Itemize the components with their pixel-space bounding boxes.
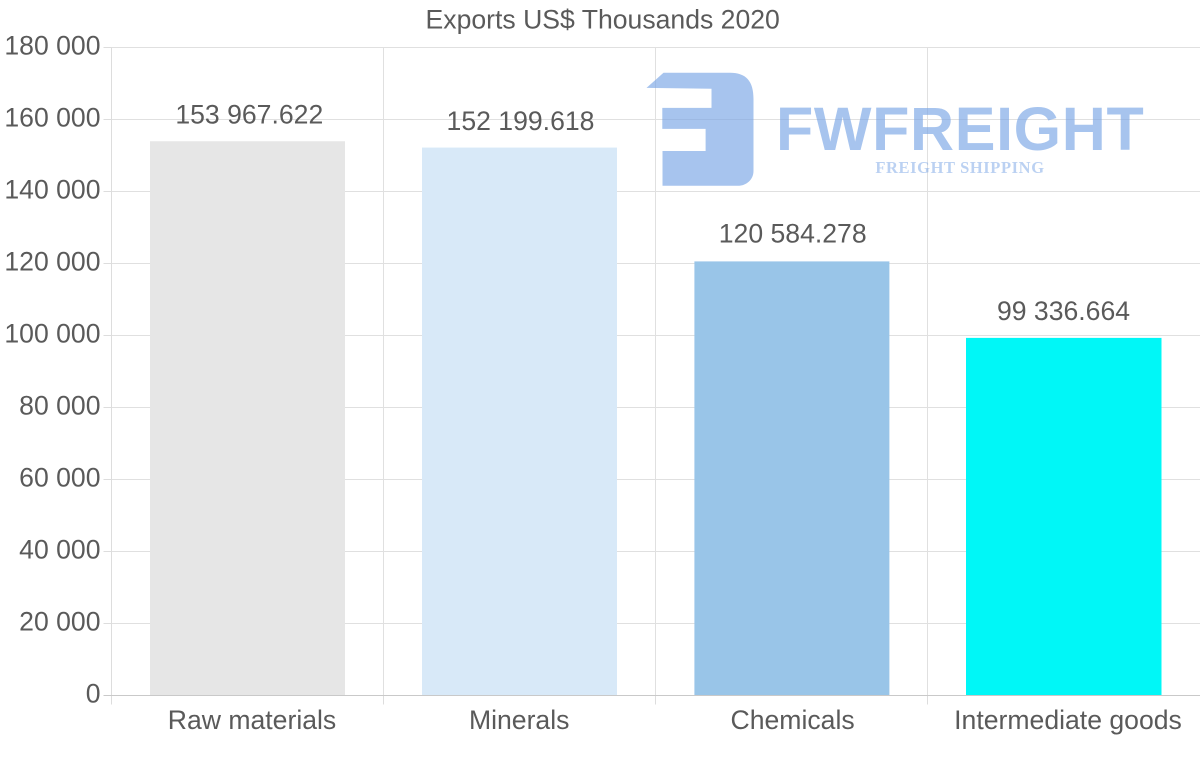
svg-text:FREIGHT SHIPPING: FREIGHT SHIPPING bbox=[875, 158, 1044, 177]
svg-text:100 000: 100 000 bbox=[4, 318, 100, 348]
svg-text:120 000: 120 000 bbox=[4, 246, 100, 276]
svg-text:Raw materials: Raw materials bbox=[168, 705, 336, 735]
svg-text:Chemicals: Chemicals bbox=[731, 705, 855, 735]
svg-text:140 000: 140 000 bbox=[4, 175, 100, 205]
svg-text:120 584.278: 120 584.278 bbox=[719, 218, 867, 248]
svg-text:Intermediate goods: Intermediate goods bbox=[954, 705, 1182, 735]
svg-text:80 000: 80 000 bbox=[19, 390, 100, 420]
svg-text:20 000: 20 000 bbox=[19, 606, 100, 636]
svg-text:0: 0 bbox=[86, 678, 101, 708]
svg-text:152 199.618: 152 199.618 bbox=[447, 106, 595, 136]
svg-text:99 336.664: 99 336.664 bbox=[997, 296, 1130, 326]
svg-text:153 967.622: 153 967.622 bbox=[175, 99, 323, 129]
svg-text:Exports US$ Thousands 2020: Exports US$ Thousands 2020 bbox=[426, 5, 780, 35]
svg-text:40 000: 40 000 bbox=[19, 534, 100, 564]
svg-text:Minerals: Minerals bbox=[469, 705, 570, 735]
svg-text:180 000: 180 000 bbox=[4, 31, 100, 61]
svg-text:60 000: 60 000 bbox=[19, 462, 100, 492]
svg-text:FWFREIGHT: FWFREIGHT bbox=[776, 95, 1144, 163]
svg-text:160 000: 160 000 bbox=[4, 103, 100, 133]
